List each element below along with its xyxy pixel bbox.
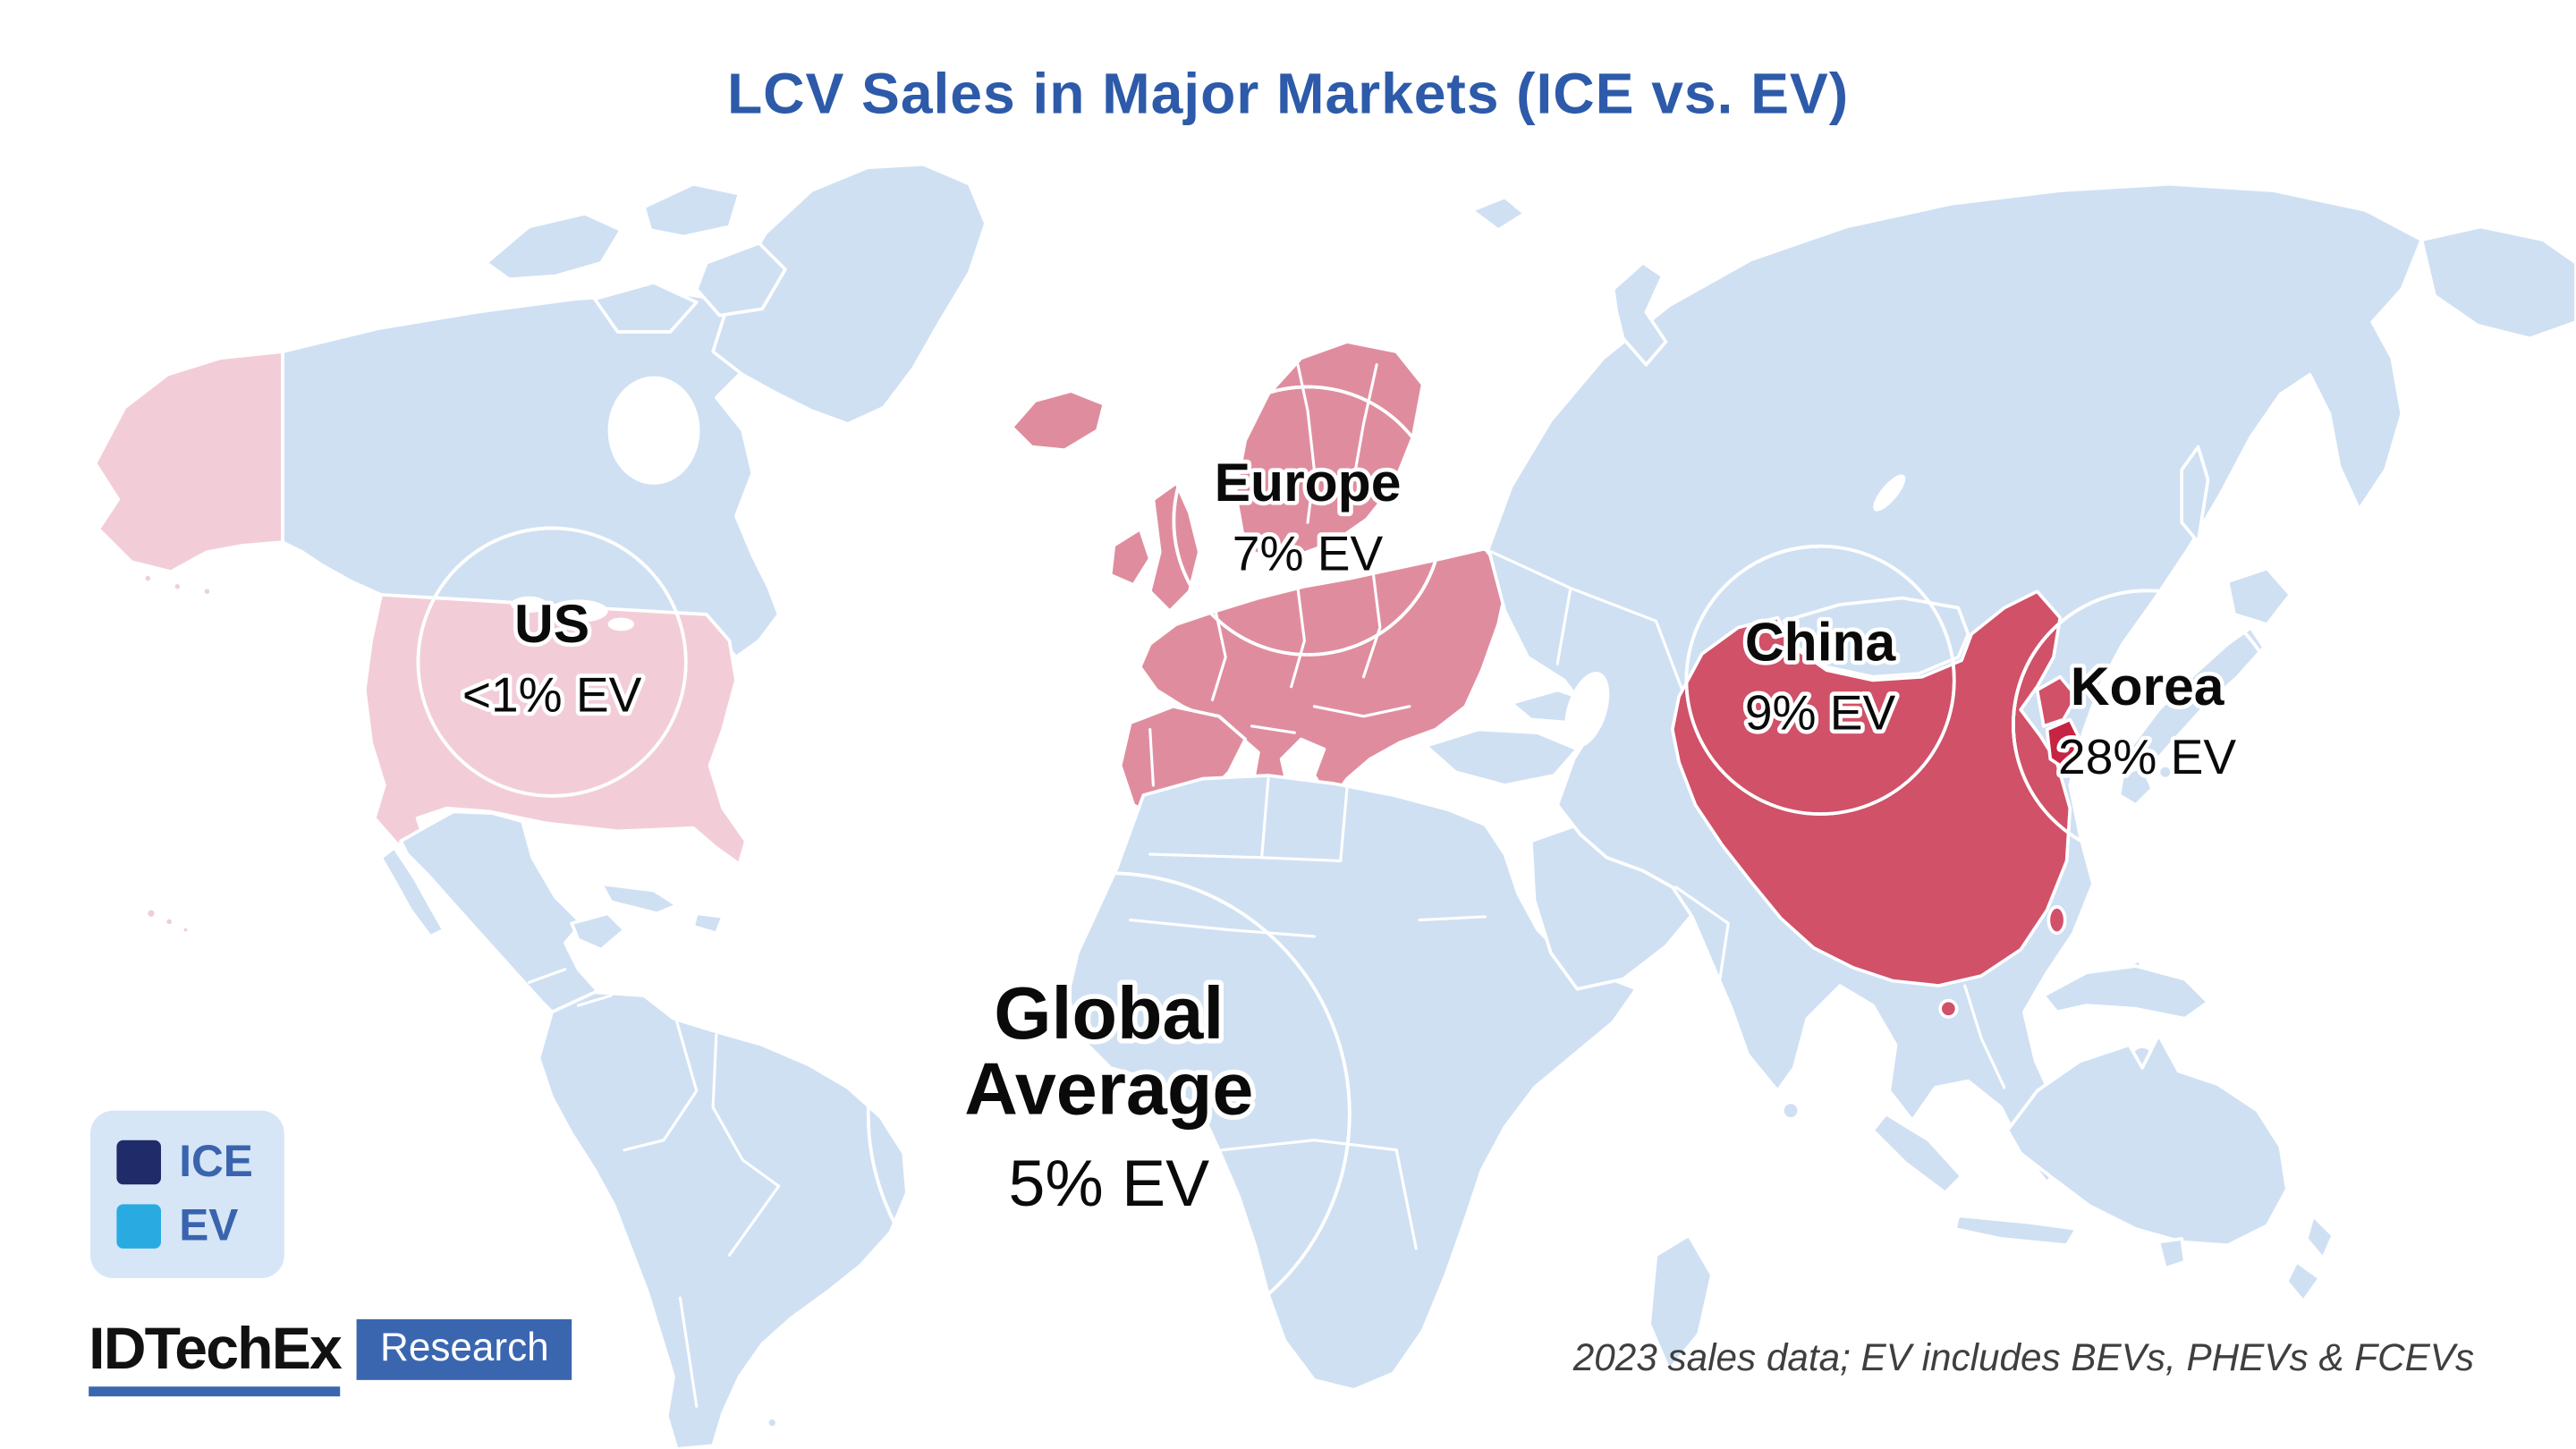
map-region-cuba [599,882,679,916]
map-region-arctic-islands [642,182,741,239]
map-region-novaya-zemlya [1611,261,1668,367]
map-sri-lanka [1781,1100,1801,1121]
donut-europe-name: Europe [1215,452,1402,513]
map-region-tasmania [2157,1237,2187,1270]
map-hudson-bay [607,376,700,485]
ice-swatch-icon [116,1140,161,1185]
donut-korea: Korea 28% EV [2012,589,2284,860]
legend-item-ev: EV [116,1200,284,1250]
map-region-hokkaido [2225,566,2292,626]
map-region-svalbard [1470,195,1527,232]
map-region-greenland [711,162,987,426]
map-landmasses [93,162,2576,1449]
donut-global-value: 5% EV [1009,1146,1210,1220]
donut-china-name: China [1745,611,1897,672]
map-aleutian-island [171,580,183,593]
map-great-lake [607,617,634,631]
map-region-kyushu [2117,764,2154,807]
map-shikoku [2157,764,2174,781]
map-region-mongolia [1782,596,1970,679]
map-region-turkey [1424,727,1580,787]
map-region-sumatra [1871,1112,1963,1195]
legend-item-ice: ICE [116,1140,284,1185]
map-region-madagascar [1648,1233,1714,1372]
map-region-hispaniola [691,911,724,936]
donut-us: US <1% EV [416,526,688,798]
donut-china-value: 9% EV [1745,685,1896,741]
map-hawaii [144,906,158,920]
brand-underline [89,1386,341,1397]
donut-korea-ev-slice [2012,589,2148,750]
legend-label-ice: ICE [179,1137,253,1187]
map-region-chukotka [2419,225,2576,341]
donut-china-ev-slice [1747,544,1821,569]
legend: ICE EV [90,1110,284,1278]
donut-global-name: Average [964,1046,1253,1130]
donut-korea-name: Korea [2071,656,2225,716]
donut-us-name: US [514,593,589,654]
map-caspian-sea [1564,671,1610,748]
donut-global-ev-slice [1034,871,1109,887]
donut-europe-ev-slice [1250,385,1309,402]
map-region-new-guinea [2042,964,2210,1021]
map-region-sakhalin [2180,445,2210,544]
brand-logo: IDTechEx Research [89,1314,572,1397]
brand-wordmark: IDTechEx [89,1314,343,1397]
brand-division-badge: Research [357,1318,572,1380]
map-region-arctic-islands [593,281,699,334]
map-region-north-korea [2035,674,2079,728]
map-aleutian-island [200,585,213,597]
map-region-honshu [2127,625,2266,771]
page-title: LCV Sales in Major Markets (ICE vs. EV) [726,62,1850,127]
brand-name: IDTechEx [89,1314,343,1382]
map-region-baja [379,845,445,938]
legend-label-ev: EV [179,1200,239,1250]
map-region-arctic-islands [694,241,787,318]
donut-korea-value: 28% EV [2058,729,2236,784]
map-region-java [1953,1214,2079,1248]
donut-charts: US <1% EV Europe 7% EV China 9% EV Korea 28% EV… [416,385,2284,1357]
map-lake-baikal [1873,474,1906,512]
map-region-ireland [1108,527,1152,587]
map-region-yucatan [570,911,626,952]
map-hawaii [181,925,191,936]
map-region-scandinavia [1233,340,1425,561]
footnote: 2023 sales data; EV includes BEVs, PHEVs… [1572,1335,2475,1379]
donut-europe: Europe 7% EV [1172,385,1444,657]
donut-global-name: Global [994,971,1224,1055]
map-aleutian-island [141,572,154,584]
map-region-iceland [1010,389,1106,453]
map-great-lake [511,596,547,614]
map-region-south-america [537,990,909,1449]
donut-china: China 9% EV [1684,544,1956,816]
map-region-nz-south [2284,1259,2322,1303]
map-hawaii [163,915,175,928]
map-region-australia [2005,1033,2289,1248]
ev-swatch-icon [116,1204,161,1249]
map-region-nz-north [2304,1214,2334,1260]
map-region-us [362,593,748,866]
map-region-alaska [93,350,284,574]
donut-europe-value: 7% EV [1233,525,1384,580]
map-great-lake [548,599,608,623]
map-hainan [1938,998,1959,1019]
map-region-arctic-islands [484,211,623,282]
map-taiwan [2046,905,2067,936]
map-region-south-korea [2045,717,2085,775]
map-falkland [765,1416,779,1429]
donut-us-value: <1% EV [462,666,642,722]
